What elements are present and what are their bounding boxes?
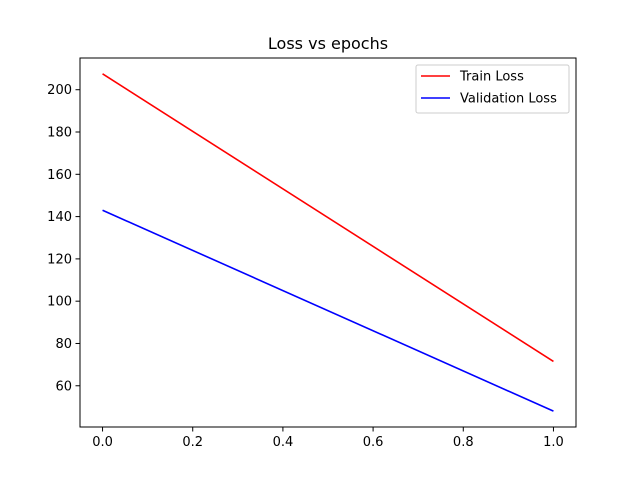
- x-tick-label: 1.0: [543, 435, 564, 450]
- y-tick-label: 140: [47, 210, 72, 225]
- legend-label: Validation Loss: [460, 92, 557, 107]
- plot-area-frame: [79, 57, 577, 428]
- x-axis: 0.0 0.2 0.4 0.6 0.8 1.0: [92, 427, 564, 450]
- x-tick-label: 0.6: [363, 435, 384, 450]
- y-tick-label: 60: [55, 379, 72, 394]
- x-tick-label: 0.0: [92, 435, 113, 450]
- y-tick-label: 180: [47, 126, 72, 141]
- y-axis: 60 80 100 120 140 160 180 200: [47, 83, 80, 394]
- x-tick-label: 0.2: [182, 435, 203, 450]
- series-line-validation-loss: [102, 209, 554, 412]
- legend-label: Train Loss: [459, 70, 524, 85]
- x-tick-label: 0.8: [453, 435, 474, 450]
- series-layer: [102, 73, 554, 412]
- legend: Train Loss Validation Loss: [415, 64, 570, 114]
- series-line-train-loss: [102, 73, 554, 363]
- y-tick-label: 120: [47, 252, 72, 267]
- legend-box: [415, 64, 570, 114]
- y-tick-label: 200: [47, 83, 72, 98]
- y-tick-label: 160: [47, 168, 72, 183]
- y-tick-label: 100: [47, 295, 72, 310]
- y-tick-label: 80: [55, 337, 72, 352]
- chart-title: Loss vs epochs: [268, 34, 388, 53]
- x-tick-label: 0.4: [273, 435, 294, 450]
